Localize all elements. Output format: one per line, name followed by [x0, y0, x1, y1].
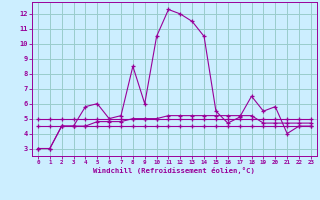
X-axis label: Windchill (Refroidissement éolien,°C): Windchill (Refroidissement éolien,°C)	[93, 167, 255, 174]
